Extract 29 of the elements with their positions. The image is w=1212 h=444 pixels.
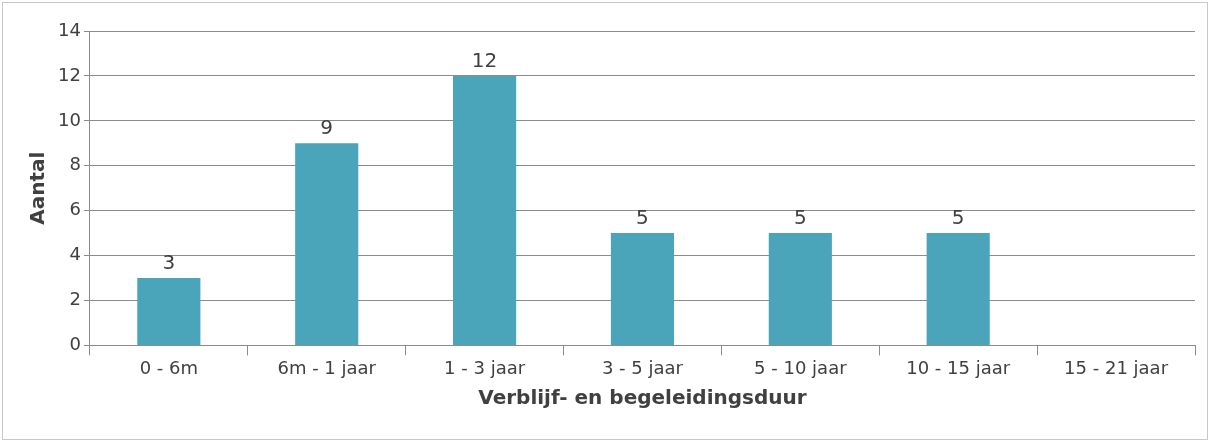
bar [926,233,990,345]
bar [295,143,359,345]
x-tick-label: 1 - 3 jaar [444,356,526,378]
data-label: 9 [320,115,334,140]
x-tick-label: 5 - 10 jaar [754,356,848,378]
x-axis-title: Verblijf- en begeleidingsduur [478,385,807,410]
x-tick-label: 15 - 21 jaar [1064,356,1169,378]
y-tick-label: 10 [58,108,81,130]
x-tick-label: 6m - 1 jaar [277,356,377,378]
bar [610,233,675,345]
bar [137,278,201,345]
y-tick-label: 4 [69,243,81,265]
bar [768,233,832,345]
data-label: 3 [162,250,176,275]
y-tick-label: 0 [69,333,81,355]
y-tick-label: 12 [58,63,81,85]
y-tick-label: 8 [69,153,81,175]
x-tick-label: 3 - 5 jaar [601,356,684,378]
y-tick-label: 14 [58,18,81,40]
y-tick-label: 2 [69,288,81,310]
data-label: 5 [951,205,965,230]
data-label: 5 [636,205,649,230]
data-label: 5 [793,205,807,230]
x-tick-label: 10 - 15 jaar [906,356,1011,378]
y-tick-label: 6 [69,198,81,220]
y-axis-title: Aantal [25,151,50,225]
x-tick-label: 0 - 6m [139,356,199,378]
bar [453,75,517,345]
data-label: 12 [471,48,498,73]
